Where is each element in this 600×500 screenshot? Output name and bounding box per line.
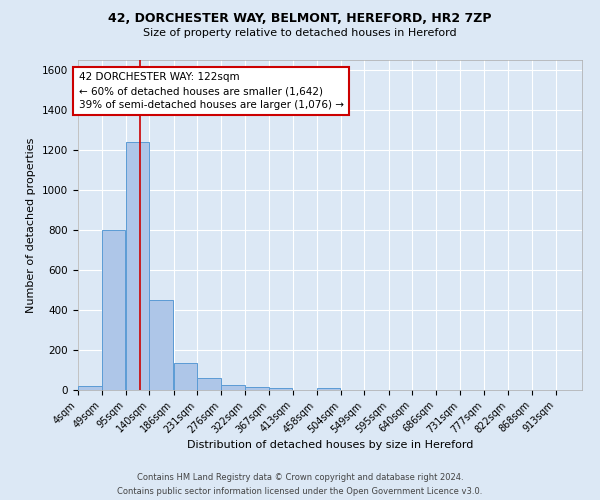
Bar bbox=[317, 388, 340, 390]
Bar bbox=[126, 142, 149, 390]
Bar bbox=[269, 388, 292, 390]
Bar bbox=[173, 363, 197, 390]
Bar bbox=[101, 230, 125, 390]
Y-axis label: Number of detached properties: Number of detached properties bbox=[26, 138, 37, 312]
Bar bbox=[197, 378, 221, 390]
Text: 42 DORCHESTER WAY: 122sqm
← 60% of detached houses are smaller (1,642)
39% of se: 42 DORCHESTER WAY: 122sqm ← 60% of detac… bbox=[79, 72, 344, 110]
Text: Size of property relative to detached houses in Hereford: Size of property relative to detached ho… bbox=[143, 28, 457, 38]
Bar bbox=[221, 385, 245, 390]
Bar bbox=[78, 386, 101, 390]
Text: Contains public sector information licensed under the Open Government Licence v3: Contains public sector information licen… bbox=[118, 486, 482, 496]
Bar bbox=[149, 300, 173, 390]
X-axis label: Distribution of detached houses by size in Hereford: Distribution of detached houses by size … bbox=[187, 440, 473, 450]
Bar bbox=[245, 387, 269, 390]
Text: Contains HM Land Registry data © Crown copyright and database right 2024.: Contains HM Land Registry data © Crown c… bbox=[137, 473, 463, 482]
Text: 42, DORCHESTER WAY, BELMONT, HEREFORD, HR2 7ZP: 42, DORCHESTER WAY, BELMONT, HEREFORD, H… bbox=[108, 12, 492, 26]
